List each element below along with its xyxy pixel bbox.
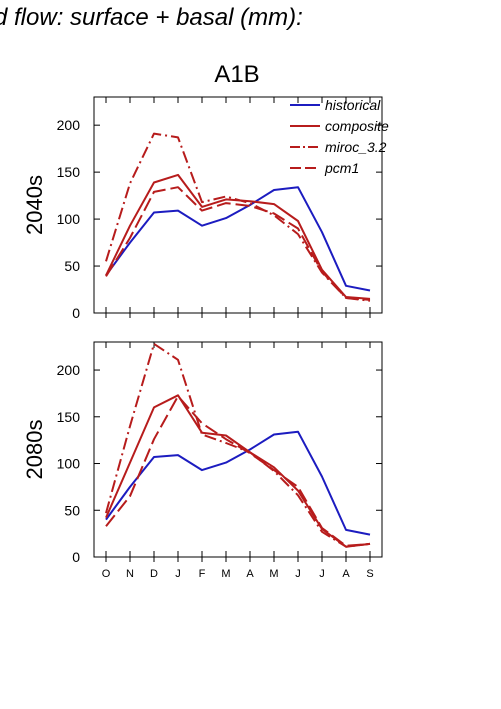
y-tick-label: 0: [72, 549, 80, 565]
y-tick-label: 150: [57, 409, 81, 425]
legend-label: pcm1: [324, 160, 359, 176]
legend-label: composite: [325, 118, 389, 134]
legend: historical composite miroc_3.2 pcm1: [290, 97, 389, 176]
series-line-miroc-3-2-2080s: [105, 342, 371, 548]
x-tick-label: J: [319, 568, 325, 580]
x-tick-label: A: [342, 568, 350, 580]
series-lines-2080s: [105, 342, 371, 548]
y-tick-label: 50: [64, 258, 80, 274]
series-line-historical-2080s: [105, 430, 371, 536]
figure-title: d flow: surface + basal (mm):: [0, 4, 303, 31]
x-tick-label: M: [269, 568, 278, 580]
y-tick-label: 100: [57, 211, 81, 227]
panel-2040s: 0 50 100 150 200 historical composite miroc_3.…: [22, 96, 389, 321]
series-line-miroc-3-2-2040s: [105, 132, 371, 302]
plot-frame-2080s: [93, 341, 383, 558]
x-tick-label: O: [102, 568, 111, 580]
y-tick-label: 50: [64, 502, 80, 518]
series-line-historical-2040s: [105, 186, 371, 292]
y-tick-label: 200: [57, 117, 81, 133]
series-line-composite-2040s: [105, 173, 371, 300]
row-label-2080s: 2080s: [22, 420, 47, 480]
x-tick-label: N: [126, 568, 134, 580]
x-tick-label: D: [150, 568, 158, 580]
y-tick-label: 150: [57, 164, 81, 180]
x-tick-label: J: [295, 568, 301, 580]
x-tick-label: S: [366, 568, 373, 580]
series-line-pcm1-2080s: [105, 395, 371, 547]
x-tick-label: A: [246, 568, 254, 580]
series-line-composite-2080s: [105, 394, 371, 548]
series-line-pcm1-2040s: [105, 186, 371, 301]
y-tick-label: 0: [72, 305, 80, 321]
series-lines-2040s: [105, 132, 371, 302]
x-tick-label: J: [175, 568, 181, 580]
y-tick-label: 200: [57, 362, 81, 378]
plot-frame-2040s: [93, 96, 383, 314]
y-tick-label: 100: [57, 456, 81, 472]
row-label-2040s: 2040s: [22, 175, 47, 235]
axis-ticks-2080s: 0 50 100 150 200: [57, 342, 382, 565]
x-tick-label: F: [199, 568, 206, 580]
axis-ticks-2040s: 0 50 100 150 200: [57, 97, 382, 321]
x-tick-label: M: [221, 568, 230, 580]
scenario-title: A1B: [214, 61, 259, 88]
legend-label: historical: [325, 97, 381, 113]
legend-label: miroc_3.2: [325, 139, 387, 155]
panel-2080s: 0 50 100 150 200 O N D J F M A M J J A S 2080s: [22, 341, 383, 580]
